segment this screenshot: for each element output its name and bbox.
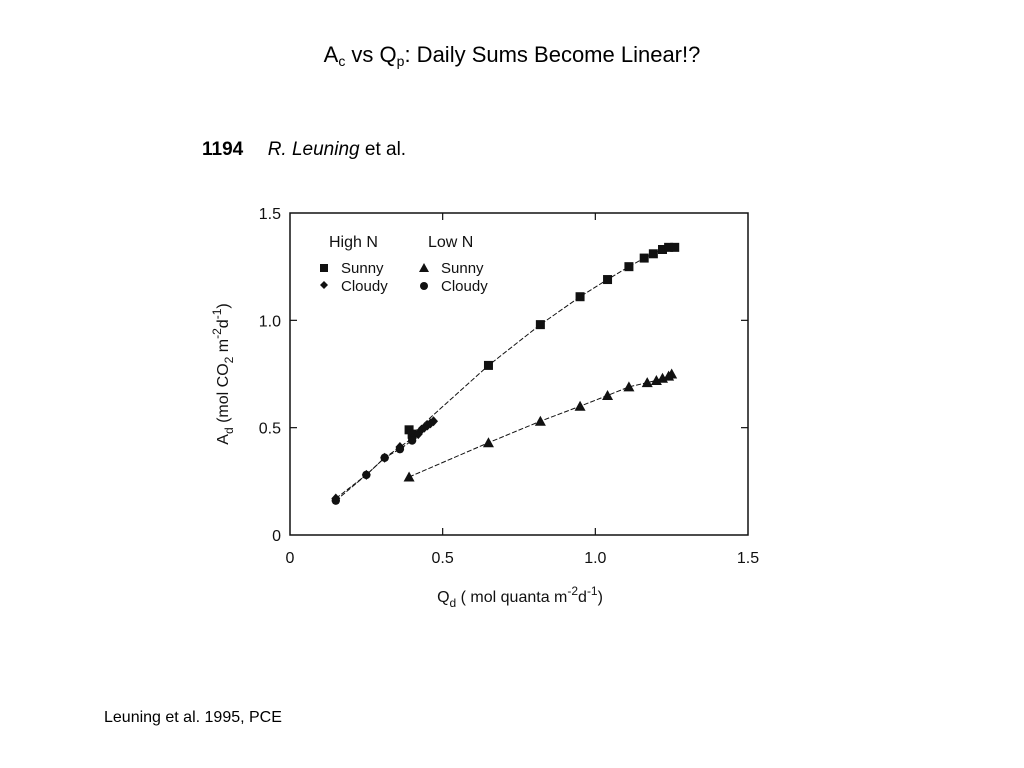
- point-low-n-sunny: [482, 437, 494, 448]
- point-low-n-sunny: [666, 368, 678, 379]
- legend-diamond-marker: [320, 281, 328, 289]
- slide-title: Ac vs Qp: Daily Sums Become Linear!?: [0, 42, 1024, 69]
- point-low-n-cloudy: [331, 496, 340, 505]
- point-high-n-sunny: [639, 253, 649, 263]
- title-text-a: A: [323, 42, 339, 67]
- title-subscript-c: c: [338, 53, 346, 69]
- point-low-n-sunny: [403, 471, 415, 482]
- y-axis-label: Ad (mol CO2 m-2d-1): [210, 303, 236, 444]
- point-low-n-sunny: [623, 381, 635, 392]
- legend-label-low-n-cloudy: Cloudy: [441, 278, 488, 295]
- legend-label-low-n-sunny: Sunny: [441, 260, 484, 277]
- point-low-n-cloudy: [380, 453, 389, 462]
- point-high-n-sunny: [648, 249, 658, 259]
- axis-ticks: 0 0.5 1.0 1.5 0 0.5 1.0 1.5: [259, 206, 759, 567]
- point-low-n-sunny: [534, 415, 546, 426]
- legend-square-marker: [320, 264, 328, 272]
- plot-frame: [289, 212, 749, 536]
- x-tick-label: 0: [286, 550, 295, 567]
- point-low-n-sunny: [602, 389, 614, 400]
- x-tick-label: 1.0: [584, 550, 606, 567]
- legend-header-low-n: Low N: [428, 234, 473, 251]
- figure-header: 1194 R. Leuning et al.: [202, 139, 406, 160]
- page-number: 1194: [202, 139, 244, 160]
- point-low-n-cloudy: [395, 444, 405, 454]
- y-tick-label: 1.0: [259, 313, 281, 330]
- y-tick-label: 1.5: [259, 206, 281, 223]
- point-low-n-sunny: [574, 400, 586, 411]
- point-high-n-sunny: [575, 292, 585, 302]
- citation: Leuning et al. 1995, PCE: [104, 709, 282, 726]
- legend: High N Low N Sunny Cloudy Sunny Cloudy: [320, 234, 488, 295]
- header-author: R. Leuning: [268, 139, 360, 160]
- point-high-n-sunny: [664, 242, 674, 252]
- data-points: [331, 242, 680, 505]
- y-tick-label: 0.5: [259, 421, 281, 438]
- point-low-n-cloudy: [407, 436, 417, 445]
- y-tick-label: 0: [272, 528, 281, 545]
- title-subscript-p: p: [396, 53, 405, 69]
- title-text-vs-q: vs Q: [345, 42, 397, 67]
- legend-triangle-marker: [419, 263, 429, 272]
- point-low-n-sunny: [641, 377, 653, 388]
- point-high-n-sunny: [535, 320, 545, 330]
- point-high-n-cloudy: [429, 416, 439, 427]
- legend-header-high-n: High N: [329, 234, 378, 251]
- title-text-rest: : Daily Sums Become Linear!?: [404, 42, 701, 67]
- point-high-n-sunny: [483, 360, 493, 370]
- legend-circle-marker: [420, 282, 428, 290]
- x-tick-label: 1.5: [737, 550, 759, 567]
- point-high-n-sunny: [658, 244, 668, 254]
- point-high-n-sunny: [603, 275, 613, 285]
- scanned-figure: 1194 R. Leuning et al. 0 0.5 1.0 1.5 0 0.5 1.0…: [202, 139, 759, 610]
- x-axis-label: Qd ( mol quanta m-2d-1): [437, 584, 603, 610]
- legend-label-high-n-sunny: Sunny: [341, 260, 384, 277]
- legend-label-high-n-cloudy: Cloudy: [341, 278, 388, 295]
- point-high-n-sunny: [670, 242, 680, 252]
- point-low-n-cloudy: [362, 470, 371, 480]
- x-tick-label: 0.5: [432, 550, 454, 567]
- point-high-n-sunny: [624, 262, 634, 272]
- header-etal: et al.: [360, 139, 406, 160]
